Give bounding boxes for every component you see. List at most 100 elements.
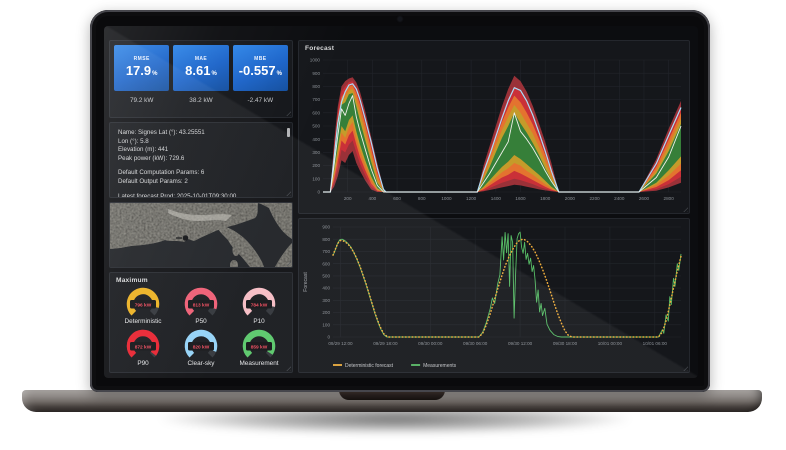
svg-text:900: 900 — [322, 225, 330, 230]
gauge-clear-sky: 820 kW Clear-sky — [172, 327, 230, 369]
svg-text:09/30 12:00: 09/30 12:00 — [508, 341, 533, 346]
stat-mbe-box[interactable]: MBE -0.557% — [232, 45, 288, 91]
svg-text:200: 200 — [322, 310, 330, 315]
svg-text:500: 500 — [312, 124, 320, 129]
svg-text:800: 800 — [312, 84, 320, 89]
legend-item[interactable]: Measurements — [423, 363, 457, 369]
forecast-fan-chart[interactable]: 0 100 200 300 400 500 600 700 800 900 1000 200 400 60… — [299, 52, 689, 210]
gauge-measurement: 859 kW Measurement — [230, 327, 288, 369]
svg-text:813 kW: 813 kW — [193, 302, 210, 308]
map-alps-highlight — [168, 209, 232, 221]
legend-item[interactable]: Deterministic forecast — [345, 363, 394, 369]
svg-text:2400: 2400 — [614, 196, 625, 201]
gauge-arc: 872 kW P90 — [126, 329, 160, 367]
svg-text:200: 200 — [312, 163, 320, 168]
svg-text:600: 600 — [393, 196, 401, 201]
webcam-icon — [398, 17, 402, 21]
gauges-panel-title: Maximum — [116, 277, 148, 284]
svg-text:859 kW: 859 kW — [251, 344, 268, 350]
svg-text:1400: 1400 — [491, 196, 502, 201]
gauge-arc: 813 kW P50 — [184, 287, 218, 325]
stat-sub-value: 79.2 kW — [129, 97, 154, 104]
gauge-p10: 784 kW P10 — [230, 285, 288, 327]
stats-panel: RMSE 17.9% 79.2 kW MAE 8.61% 38.2 kW MBE — [109, 40, 293, 118]
info-line: Default Computation Params: 6 — [118, 169, 205, 177]
svg-text:2600: 2600 — [639, 196, 650, 201]
svg-text:09/29 12:00: 09/29 12:00 — [328, 341, 353, 346]
svg-text:200: 200 — [344, 196, 352, 201]
svg-text:300: 300 — [322, 298, 330, 303]
laptop-base — [22, 390, 762, 412]
svg-text:10/01 00:00: 10/01 00:00 — [598, 341, 623, 346]
svg-text:100: 100 — [312, 176, 320, 181]
stat-value: 17.9% — [125, 62, 158, 78]
stat-value: 8.61% — [185, 62, 217, 78]
gauge-deterministic: 796 kW Deterministic — [114, 285, 172, 327]
svg-text:400: 400 — [369, 196, 377, 201]
map-location-marker[interactable] — [182, 235, 189, 241]
stat-mae-box[interactable]: MAE 8.61% — [173, 45, 229, 91]
svg-text:700: 700 — [312, 97, 320, 102]
svg-text:09/30 00:00: 09/30 00:00 — [418, 341, 443, 346]
svg-text:400: 400 — [322, 286, 330, 291]
gauge-p50: 813 kW P50 — [172, 285, 230, 327]
svg-text:1000: 1000 — [441, 196, 452, 201]
gauge-arc: 784 kW P10 — [242, 287, 276, 325]
gauge-grid: 796 kW Deterministic 813 kW P50 784 kW P10 872… — [110, 284, 292, 371]
svg-text:500: 500 — [322, 273, 330, 278]
forecast-panel-title: Forecast — [305, 45, 335, 52]
svg-text:600: 600 — [312, 110, 320, 115]
stat-sub-value: -2.47 kW — [247, 97, 274, 104]
svg-text:796 kW: 796 kW — [135, 302, 152, 308]
map-panel[interactable] — [109, 202, 293, 268]
dashboard-screen: RMSE 17.9% 79.2 kW MAE 8.61% 38.2 kW MBE — [104, 26, 698, 378]
info-group: Latest forecast Prod: 2025-10-01T09:30:0… — [118, 192, 284, 198]
svg-text:1600: 1600 — [515, 196, 526, 201]
svg-text:0: 0 — [327, 335, 330, 340]
gauge-arc: 859 kW Measurement — [239, 329, 279, 367]
info-line: Lon (°): 5.8 — [118, 137, 149, 145]
svg-text:600: 600 — [322, 261, 330, 266]
site-info-panel: Name: Signes Lat (°): 43.25551 Lon (°): 5… — [109, 122, 293, 198]
svg-text:0: 0 — [317, 190, 320, 195]
svg-text:P10: P10 — [253, 318, 265, 325]
svg-text:1800: 1800 — [540, 196, 551, 201]
stat-title: RMSE — [133, 55, 150, 62]
stat-title: MAE — [194, 55, 208, 62]
site-info-text: Name: Signes Lat (°): 43.25551 Lon (°): 5… — [118, 129, 284, 198]
stat-rmse: RMSE 17.9% 79.2 kW — [114, 45, 170, 113]
info-line: Peak power (kW): 729.6 — [118, 154, 185, 162]
laptop-lid: RMSE 17.9% 79.2 kW MAE 8.61% 38.2 kW MBE — [90, 10, 710, 392]
svg-text:100: 100 — [322, 322, 330, 327]
stat-mae: MAE 8.61% 38.2 kW — [173, 45, 229, 113]
stat-value: -0.557% — [238, 62, 282, 78]
svg-text:784 kW: 784 kW — [251, 302, 268, 308]
svg-text:2800: 2800 — [664, 196, 675, 201]
svg-text:09/30 06:00: 09/30 06:00 — [463, 341, 488, 346]
svg-text:1000: 1000 — [310, 58, 321, 63]
svg-text:Forecast: Forecast — [303, 272, 309, 292]
svg-text:1200: 1200 — [466, 196, 477, 201]
stat-title: MBE — [254, 55, 267, 62]
svg-text:Deterministic: Deterministic — [125, 318, 163, 325]
gauge-arc: 820 kW Clear-sky — [184, 329, 218, 367]
info-line: Name: Signes Lat (°): 43.25551 — [118, 129, 205, 136]
gauges-panel: Maximum 796 kW Deterministic 813 kW P50 784 … — [109, 272, 293, 373]
svg-text:820 kW: 820 kW — [193, 344, 210, 350]
gauge-p90: 872 kW P90 — [114, 327, 172, 369]
stat-sub-value: 38.2 kW — [189, 97, 213, 104]
svg-text:Measurement: Measurement — [239, 360, 278, 367]
svg-text:09/30 18:00: 09/30 18:00 — [553, 341, 578, 346]
svg-text:900: 900 — [312, 71, 320, 76]
info-group: Name: Signes Lat (°): 43.25551 Lon (°): 5… — [118, 129, 284, 163]
svg-text:10/01 06:00: 10/01 06:00 — [643, 341, 668, 346]
satellite-map[interactable] — [110, 203, 292, 267]
timeseries-chart[interactable]: 0 100 200 300 400 500 600 700 800 900 09/29 12:00 0… — [299, 219, 689, 371]
scrollbar-thumb[interactable] — [287, 128, 290, 137]
svg-text:800: 800 — [418, 196, 426, 201]
info-line: Latest forecast Prod: 2025-10-01T09:30:0… — [118, 192, 237, 198]
svg-text:2200: 2200 — [589, 196, 600, 201]
stat-rmse-box[interactable]: RMSE 17.9% — [114, 45, 170, 91]
svg-text:800: 800 — [322, 237, 330, 242]
